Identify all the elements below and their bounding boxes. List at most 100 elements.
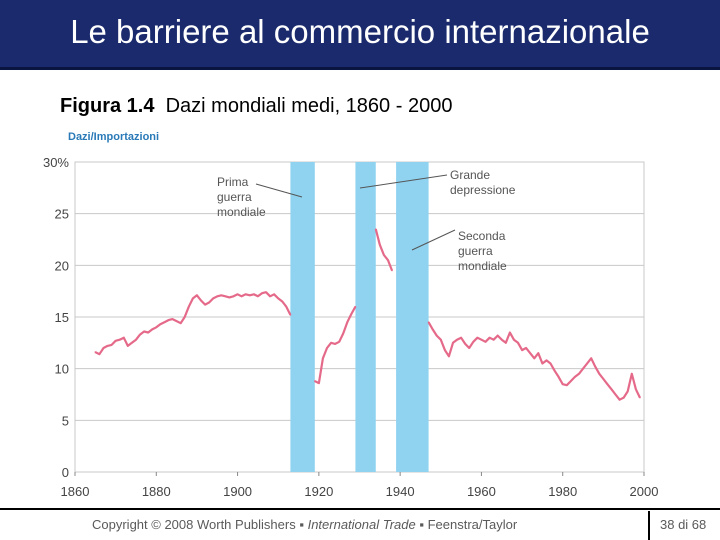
annotation-leader-line [411, 229, 456, 251]
data-point [350, 313, 353, 315]
data-point [375, 228, 377, 230]
data-point [228, 296, 231, 299]
data-point [285, 305, 288, 308]
data-point [236, 293, 239, 296]
data-point [244, 293, 247, 296]
data-point [590, 357, 592, 360]
data-point [383, 254, 385, 256]
data-point [431, 328, 434, 331]
data-point [496, 334, 499, 337]
data-point [151, 328, 153, 331]
data-point [188, 305, 190, 308]
tariff-line-segment [94, 291, 292, 356]
bullet-1: ▪ [299, 517, 304, 532]
annotation-text: Seconda [458, 229, 506, 243]
data-point [318, 382, 320, 384]
data-point [281, 300, 284, 303]
data-point [541, 362, 544, 365]
copyright-text: Copyright © 2008 Worth Publishers [92, 517, 296, 532]
data-point [192, 297, 194, 300]
data-point [216, 295, 219, 298]
data-point [440, 338, 442, 341]
data-point [147, 331, 149, 334]
y-tick-label: 0 [62, 465, 69, 480]
data-point [570, 380, 572, 382]
figure-label: Figura 1.4 [60, 95, 155, 117]
data-point [586, 362, 588, 365]
tariff-line-segment [314, 306, 357, 385]
data-point [578, 373, 580, 375]
data-point [509, 331, 511, 334]
data-point [269, 295, 271, 298]
data-point [273, 293, 275, 296]
data-point [574, 376, 576, 378]
data-point [598, 373, 601, 375]
x-tick-label: 1940 [386, 484, 415, 499]
data-point [220, 294, 223, 297]
data-point [204, 303, 206, 306]
data-point [464, 343, 467, 345]
shaded-period [396, 162, 429, 472]
data-point [533, 357, 536, 360]
data-point [163, 321, 166, 324]
data-point [610, 388, 613, 391]
data-point [452, 342, 454, 344]
data-point [594, 365, 596, 368]
data-point [334, 343, 336, 345]
data-point [354, 305, 357, 308]
data-point [277, 297, 280, 300]
data-point [330, 342, 332, 344]
data-point [602, 378, 605, 380]
data-point [379, 243, 381, 246]
y-tick-label: 20 [55, 258, 69, 273]
data-point [476, 336, 479, 339]
data-point [253, 293, 255, 296]
x-tick-label: 1860 [61, 484, 90, 499]
annotation-text: depressione [450, 183, 516, 197]
data-point [456, 338, 458, 341]
page-number: 38 di 68 [660, 517, 707, 532]
data-point [480, 338, 483, 341]
shaded-period [290, 162, 315, 472]
y-tick-label: 15 [55, 310, 69, 325]
annotation-leader-line [359, 174, 448, 189]
data-point [614, 393, 617, 396]
data-point [468, 347, 471, 349]
data-point [460, 336, 462, 339]
data-point [549, 362, 552, 365]
data-point [566, 384, 568, 387]
y-tick-label: 10 [55, 362, 69, 377]
data-point [155, 326, 158, 329]
data-point [118, 338, 121, 341]
footer-divider [0, 508, 720, 510]
data-point [622, 396, 625, 399]
data-point [525, 347, 527, 349]
data-point [488, 336, 491, 339]
y-tick-label: 25 [55, 207, 69, 222]
data-point [249, 294, 251, 297]
data-point [561, 383, 564, 386]
data-point [240, 295, 243, 298]
data-point [545, 359, 548, 362]
data-point [143, 330, 145, 333]
data-point [224, 295, 227, 298]
data-point [106, 345, 109, 347]
data-point [208, 301, 210, 304]
data-point [102, 347, 105, 349]
data-point [159, 323, 162, 326]
x-tick-label: 1960 [467, 484, 496, 499]
data-point [200, 299, 202, 302]
data-point [505, 342, 507, 344]
annotation-text: guerra [458, 244, 493, 258]
data-point [110, 344, 113, 346]
data-point [135, 338, 137, 341]
x-tick-label: 1920 [304, 484, 333, 499]
x-tick-label: 2000 [630, 484, 659, 499]
figure-caption-text: Dazi mondiali medi, 1860 - 2000 [165, 95, 453, 117]
data-point [517, 342, 519, 344]
footer-separator [648, 511, 650, 540]
data-point [513, 338, 515, 341]
data-point [139, 333, 141, 336]
data-point [444, 349, 446, 351]
data-point [196, 294, 198, 297]
